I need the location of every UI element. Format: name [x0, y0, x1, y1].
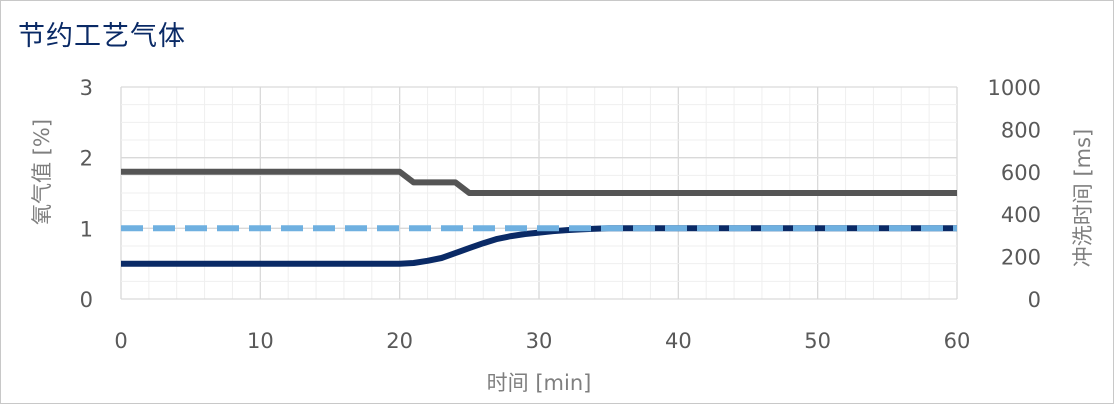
x-tick-label: 10 — [247, 329, 274, 353]
y-tick-label: 1 — [80, 217, 93, 241]
y-tick-label: 2 — [80, 147, 93, 171]
y2-tick-label: 800 — [1001, 118, 1041, 142]
y-axis-label: 氧气值 [%] — [30, 119, 54, 225]
y2-tick-label: 0 — [1028, 288, 1041, 312]
y2-tick-label: 200 — [1001, 246, 1041, 270]
series-line-0 — [121, 168, 957, 196]
x-tick-label: 50 — [804, 329, 831, 353]
y2-axis-label: 冲洗时间 [ms] — [1071, 129, 1095, 267]
y-tick-label: 0 — [80, 288, 93, 312]
chart-title: 节约工艺气体 — [18, 21, 186, 52]
y2-tick-label: 600 — [1001, 161, 1041, 185]
x-tick-label: 40 — [665, 329, 692, 353]
y-tick-label: 3 — [80, 76, 93, 100]
y2-tick-label: 1000 — [988, 76, 1041, 100]
x-tick-label: 20 — [386, 329, 413, 353]
y2-tick-label: 400 — [1001, 203, 1041, 227]
x-tick-label: 30 — [526, 329, 553, 353]
x-axis-label: 时间 [min] — [487, 371, 592, 395]
x-tick-label: 60 — [944, 329, 971, 353]
x-tick-label: 0 — [114, 329, 127, 353]
series-group — [121, 168, 957, 267]
